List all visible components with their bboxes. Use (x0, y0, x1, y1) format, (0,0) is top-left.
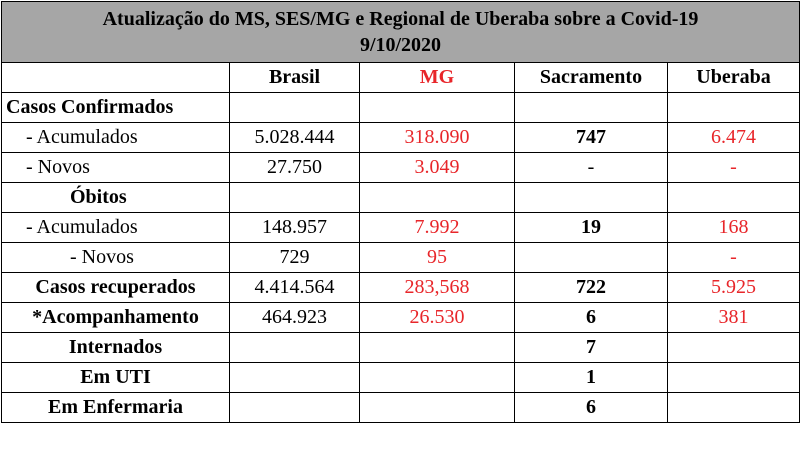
empty-cell (667, 362, 800, 393)
value-cell: 3.049 (359, 152, 515, 183)
value-cell: 148.957 (229, 212, 360, 243)
table-row: Internados 7 (1, 332, 800, 363)
value-cell: 729 (229, 242, 360, 273)
empty-cell (229, 332, 360, 363)
value-cell: 5.925 (667, 272, 800, 303)
empty-cell (514, 182, 668, 213)
value-cell: 318.090 (359, 122, 515, 153)
value-cell: 6 (514, 392, 668, 423)
empty-cell (667, 182, 800, 213)
row-label: Casos recuperados (1, 272, 230, 303)
row-label: Internados (1, 332, 230, 363)
empty-cell (514, 92, 668, 123)
row-label: - Novos (1, 152, 230, 183)
value-cell: 4.414.564 (229, 272, 360, 303)
empty-cell (359, 392, 515, 423)
value-cell: 381 (667, 302, 800, 333)
table-row: - Acumulados 148.957 7.992 19 168 (1, 212, 800, 243)
empty-cell (1, 62, 230, 93)
column-header: Sacramento (514, 62, 668, 93)
table-body: Brasil MG Sacramento Uberaba Casos Confirmad… (1, 62, 800, 423)
table-title: Atualização do MS, SES/MG e Regional de … (1, 1, 800, 63)
value-cell: 283,568 (359, 272, 515, 303)
title-line: 9/10/2020 (359, 34, 442, 56)
row-label: - Novos (1, 242, 230, 273)
value-cell: 464.923 (229, 302, 360, 333)
empty-cell (514, 242, 668, 273)
value-cell: - (667, 242, 800, 273)
column-header: Brasil (229, 62, 360, 93)
row-label: Casos Confirmados (1, 92, 230, 123)
empty-cell (667, 92, 800, 123)
table-row: Em UTI 1 (1, 362, 800, 393)
value-cell: 747 (514, 122, 668, 153)
value-cell: 5.028.444 (229, 122, 360, 153)
empty-cell (229, 182, 360, 213)
row-label: *Acompanhamento (1, 302, 230, 333)
column-header: MG (359, 62, 515, 93)
value-cell: - (514, 152, 668, 183)
title-line: Atualização do MS, SES/MG e Regional de … (102, 8, 699, 30)
covid-table: Atualização do MS, SES/MG e Regional de … (1, 1, 800, 423)
table-row: Casos Confirmados (1, 92, 800, 123)
empty-cell (359, 332, 515, 363)
table-row: *Acompanhamento 464.923 26.530 6 381 (1, 302, 800, 333)
column-header: Uberaba (667, 62, 800, 93)
row-label: - Acumulados (1, 122, 230, 153)
header-row: Brasil MG Sacramento Uberaba (1, 62, 800, 93)
row-label: Em UTI (1, 362, 230, 393)
value-cell: 27.750 (229, 152, 360, 183)
value-cell: 722 (514, 272, 668, 303)
table-row: - Novos 729 95 - (1, 242, 800, 273)
empty-cell (359, 92, 515, 123)
value-cell: 19 (514, 212, 668, 243)
empty-cell (229, 392, 360, 423)
empty-cell (229, 92, 360, 123)
value-cell: - (667, 152, 800, 183)
empty-cell (359, 362, 515, 393)
table-row: - Acumulados 5.028.444 318.090 747 6.474 (1, 122, 800, 153)
value-cell: 168 (667, 212, 800, 243)
value-cell: 26.530 (359, 302, 515, 333)
value-cell: 6.474 (667, 122, 800, 153)
value-cell: 95 (359, 242, 515, 273)
table-row: Em Enfermaria 6 (1, 392, 800, 423)
table-row: Casos recuperados 4.414.564 283,568 722 5.92… (1, 272, 800, 303)
value-cell: 7.992 (359, 212, 515, 243)
row-label: - Acumulados (1, 212, 230, 243)
empty-cell (229, 362, 360, 393)
table-row: - Novos 27.750 3.049- - (1, 152, 800, 183)
row-label: Óbitos (1, 182, 230, 213)
empty-cell (667, 392, 800, 423)
value-cell: 6 (514, 302, 668, 333)
table-row: Óbitos (1, 182, 800, 213)
empty-cell (359, 182, 515, 213)
value-cell: 1 (514, 362, 668, 393)
row-label: Em Enfermaria (1, 392, 230, 423)
empty-cell (667, 332, 800, 363)
value-cell: 7 (514, 332, 668, 363)
